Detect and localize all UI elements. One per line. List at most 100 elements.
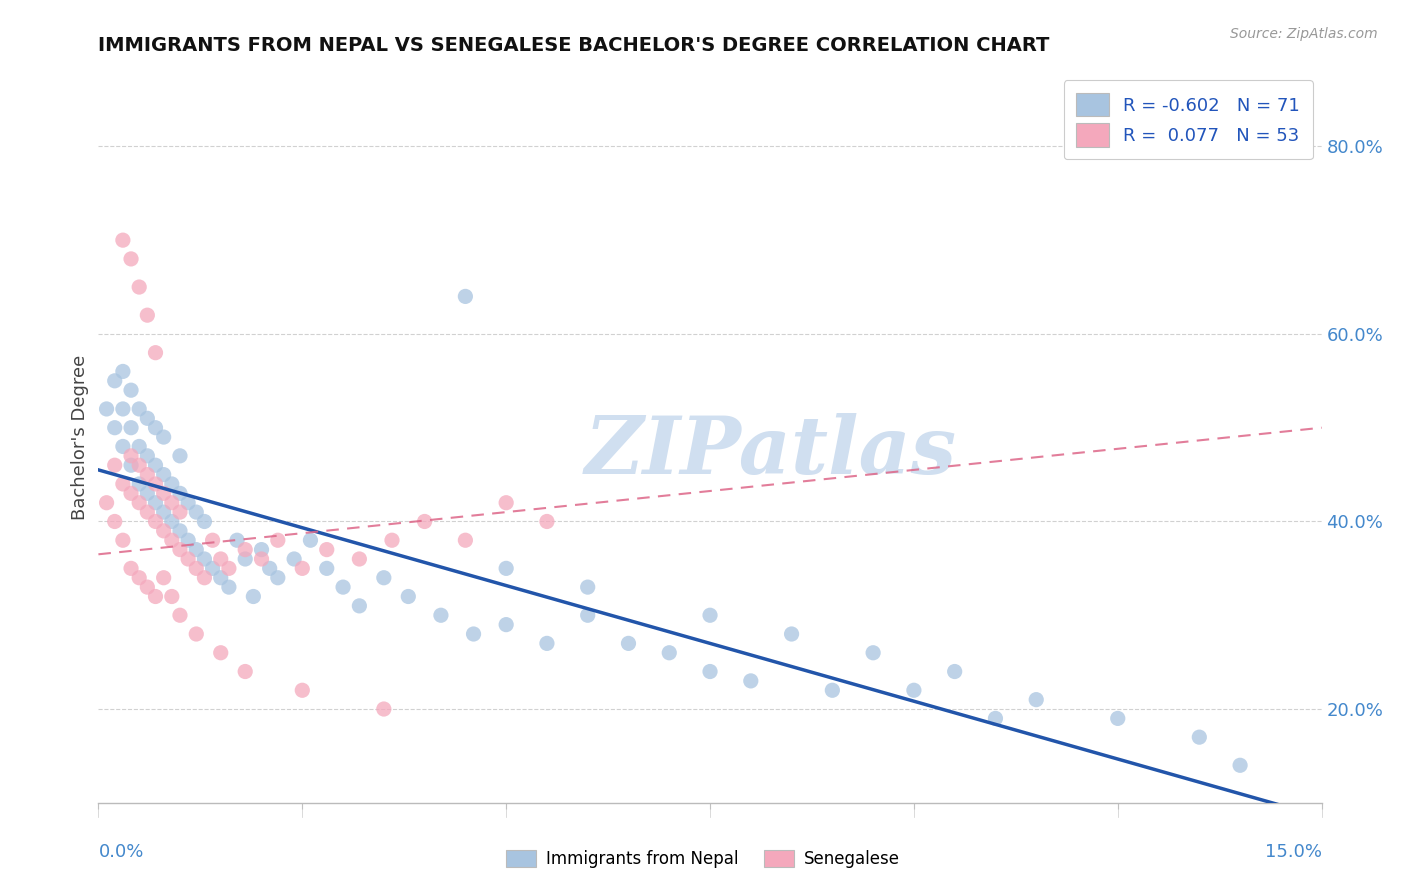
Point <box>1229 758 1251 772</box>
Point <box>152 430 174 444</box>
Point <box>454 533 477 548</box>
Point <box>250 552 273 566</box>
Point <box>209 646 232 660</box>
Point <box>177 496 200 510</box>
Point <box>658 646 681 660</box>
Point <box>536 515 558 529</box>
Point <box>1025 692 1047 706</box>
Point <box>291 683 314 698</box>
Point <box>152 571 174 585</box>
Point <box>128 401 150 416</box>
Point <box>160 477 183 491</box>
Point <box>299 533 322 548</box>
Text: ZIPatlas: ZIPatlas <box>585 413 957 491</box>
Point <box>201 561 224 575</box>
Point <box>169 542 191 557</box>
Point <box>169 524 191 538</box>
Point <box>186 561 208 575</box>
Point <box>136 505 159 519</box>
Point <box>128 440 150 454</box>
Point <box>120 486 142 500</box>
Y-axis label: Bachelor's Degree: Bachelor's Degree <box>70 354 89 520</box>
Point <box>226 533 249 548</box>
Point <box>186 627 208 641</box>
Point <box>250 542 273 557</box>
Point <box>136 411 159 425</box>
Point <box>332 580 354 594</box>
Point <box>120 383 142 397</box>
Point <box>145 590 167 604</box>
Point <box>373 571 395 585</box>
Point <box>267 571 290 585</box>
Point <box>120 561 142 575</box>
Point <box>218 580 240 594</box>
Point <box>283 552 305 566</box>
Point <box>903 683 925 698</box>
Point <box>96 401 118 416</box>
Text: Source: ZipAtlas.com: Source: ZipAtlas.com <box>1230 27 1378 41</box>
Text: 0.0%: 0.0% <box>98 843 143 861</box>
Point <box>780 627 803 641</box>
Point <box>96 496 118 510</box>
Point <box>315 542 337 557</box>
Point <box>430 608 453 623</box>
Point <box>233 552 256 566</box>
Point <box>145 345 167 359</box>
Point <box>160 496 183 510</box>
Point <box>267 533 290 548</box>
Point <box>111 440 134 454</box>
Point <box>233 542 256 557</box>
Point <box>136 486 159 500</box>
Point <box>160 515 183 529</box>
Point <box>349 599 371 613</box>
Point <box>160 533 183 548</box>
Point <box>120 449 142 463</box>
Point <box>454 289 477 303</box>
Point <box>536 636 558 650</box>
Legend: Immigrants from Nepal, Senegalese: Immigrants from Nepal, Senegalese <box>499 843 907 875</box>
Point <box>495 617 517 632</box>
Point <box>152 486 174 500</box>
Point <box>349 552 371 566</box>
Point <box>145 420 167 434</box>
Point <box>1107 711 1129 725</box>
Point <box>104 420 127 434</box>
Point <box>699 608 721 623</box>
Point <box>315 561 337 575</box>
Point <box>193 571 215 585</box>
Point <box>128 477 150 491</box>
Point <box>242 590 264 604</box>
Point <box>152 467 174 482</box>
Point <box>740 673 762 688</box>
Point <box>396 590 419 604</box>
Point <box>699 665 721 679</box>
Point <box>193 552 215 566</box>
Point <box>169 449 191 463</box>
Point <box>381 533 404 548</box>
Point <box>136 449 159 463</box>
Point <box>120 420 142 434</box>
Point <box>111 233 134 247</box>
Point <box>160 590 183 604</box>
Point <box>495 496 517 510</box>
Point <box>111 477 134 491</box>
Point <box>186 542 208 557</box>
Point <box>145 515 167 529</box>
Point <box>169 608 191 623</box>
Point <box>145 477 167 491</box>
Point <box>128 496 150 510</box>
Point <box>218 561 240 575</box>
Point <box>120 458 142 473</box>
Point <box>152 524 174 538</box>
Point <box>104 515 127 529</box>
Point <box>136 467 159 482</box>
Point <box>862 646 884 660</box>
Point <box>111 401 134 416</box>
Point <box>128 571 150 585</box>
Point <box>821 683 844 698</box>
Point <box>495 561 517 575</box>
Text: IMMIGRANTS FROM NEPAL VS SENEGALESE BACHELOR'S DEGREE CORRELATION CHART: IMMIGRANTS FROM NEPAL VS SENEGALESE BACH… <box>98 36 1050 54</box>
Point <box>201 533 224 548</box>
Point <box>209 571 232 585</box>
Point <box>193 515 215 529</box>
